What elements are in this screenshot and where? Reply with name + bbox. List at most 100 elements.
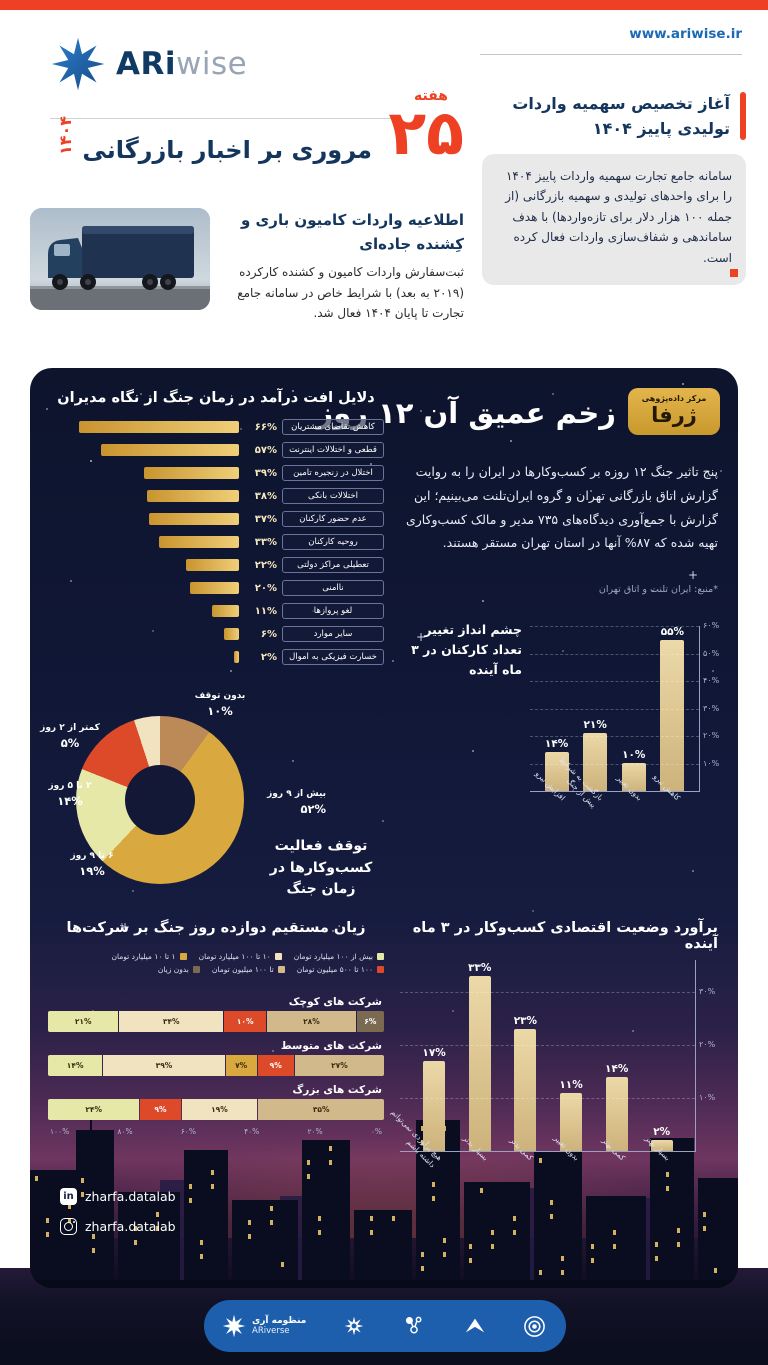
reason-bar bbox=[186, 559, 239, 571]
bar-column: ۲۳% کمی بدتر bbox=[509, 960, 537, 1162]
linkedin-icon: in bbox=[60, 1188, 77, 1205]
legend-label: تا ۱۰۰ میلیون تومان bbox=[211, 965, 274, 974]
legend-item: ۱۰۰ تا ۵۰۰ میلیون تومان bbox=[297, 965, 384, 974]
reason-row: سایر موارد ۶% bbox=[48, 626, 384, 642]
bar bbox=[605, 1077, 628, 1151]
linkedin-username: zharfa.datalab bbox=[85, 1189, 176, 1204]
donut-slice-label: بدون توقف ۱۰% bbox=[182, 690, 258, 720]
footer-logo-emblem-icon bbox=[462, 1313, 488, 1339]
reason-row: اختلال در زنجیره تامین ۳۹% bbox=[48, 465, 384, 481]
bar-value-label: ۱۷% bbox=[422, 1047, 446, 1059]
news-card-text: سامانه جامع تجارت سهمیه واردات پاییز ۱۴۰… bbox=[505, 168, 732, 266]
economic-chart-title: برآورد وضعیت اقتصادی کسب‌وکار در ۳ ماه آ… bbox=[412, 920, 718, 952]
x-axis-tick: ۰% bbox=[370, 1127, 382, 1136]
donut-slice-value: ۱۴% bbox=[57, 794, 83, 809]
website-link[interactable]: www.ariwise.ir bbox=[629, 26, 742, 42]
stacked-segment: ۲۸% bbox=[267, 1011, 356, 1032]
legend-item: بیش از ۱۰۰ میلیارد تومان bbox=[294, 952, 384, 961]
reason-label: خسارت فیزیکی به اموال bbox=[282, 649, 384, 665]
halt-donut bbox=[76, 716, 244, 884]
bar-column: ۱۰% بدون تغییر bbox=[615, 626, 646, 802]
company-group-label: شرکت های متوسط bbox=[280, 1040, 382, 1052]
bar bbox=[468, 976, 491, 1151]
bar bbox=[560, 1093, 583, 1151]
sparkle-icon: + bbox=[120, 920, 131, 934]
reason-row: ناامنی ۲۰% bbox=[48, 580, 384, 596]
reason-value: ۳۷% bbox=[254, 513, 277, 525]
stars-decoration bbox=[30, 368, 32, 370]
company-group: شرکت های بزرگ ۲۴% ۹% ۱۹% ۳۵% bbox=[48, 1084, 384, 1120]
reason-value: ۳۸% bbox=[254, 490, 277, 502]
bar-column: ۱۴% افزایش نیرو bbox=[533, 626, 569, 802]
reason-bar bbox=[190, 582, 239, 594]
stacked-segment: ۲۷% bbox=[294, 1055, 384, 1076]
stacked-segment: ۲۴% bbox=[48, 1099, 140, 1120]
brand-name: ARiwise bbox=[116, 46, 247, 82]
ariwise-starburst-icon bbox=[51, 37, 105, 91]
legend-item: تا ۱۰۰ میلیون تومان bbox=[212, 965, 285, 974]
economic-plot: ۲% بسیار بهتر ۱۴% کمی بهتر ۱۱% بدون تغیی… bbox=[389, 960, 715, 1170]
stacked-segment: ۹% bbox=[257, 1055, 294, 1076]
reason-value: ۳۹% bbox=[254, 467, 277, 479]
x-axis-tick: ۱۰۰% bbox=[50, 1127, 70, 1136]
gridline bbox=[530, 736, 699, 737]
gridline bbox=[530, 709, 699, 710]
bar-column: ۱۷% هیچ برآوردی نمی‌توانم داشته باشم bbox=[389, 960, 446, 1170]
workforce-plot: ۱۴% افزایش نیرو ۲۱% بازگشت به شرایط پیش … bbox=[530, 621, 719, 810]
bar-value-label: ۱۴% bbox=[544, 738, 569, 750]
bar bbox=[660, 640, 685, 791]
reason-label: روحیه کارکنان bbox=[282, 534, 384, 550]
gridline bbox=[530, 654, 699, 655]
legend-swatch bbox=[274, 953, 282, 960]
y-axis-tick: ۵۰% bbox=[703, 649, 720, 658]
donut-slice-name: ۲ تا ۵ روز bbox=[48, 781, 92, 791]
reason-bar bbox=[159, 536, 239, 548]
reason-row: قطعی و اختلالات اینترنت ۵۷% bbox=[48, 442, 384, 458]
legend-item: ۱ تا ۱۰ میلیارد تومان bbox=[112, 952, 187, 961]
instagram-icon bbox=[60, 1218, 77, 1235]
losses-legend: بیش از ۱۰۰ میلیارد تومان ۱۰ تا ۱۰۰ میلیا… bbox=[48, 952, 384, 974]
gridline bbox=[530, 681, 699, 682]
reason-label: اختلالات بانکی bbox=[282, 488, 384, 504]
news-card-accent-bar bbox=[740, 92, 746, 140]
ariverse-starburst-icon bbox=[222, 1314, 246, 1338]
bar bbox=[621, 763, 646, 791]
partner-logos-bar: منظومه آری ARiverse bbox=[204, 1300, 566, 1352]
y-axis-tick: ۱۰% bbox=[699, 1093, 716, 1102]
company-group-label: شرکت های کوچک bbox=[288, 996, 382, 1008]
stacked-bar: ۲۱% ۳۴% ۱۰% ۲۸% ۶% bbox=[48, 1011, 384, 1032]
bar bbox=[583, 733, 608, 791]
reason-label: کاهش تقاضای مشتریان bbox=[282, 419, 384, 435]
gridline bbox=[400, 992, 695, 993]
reason-bar bbox=[147, 490, 239, 502]
brand-logo: ARiwise bbox=[50, 36, 247, 92]
reasons-chart: دلایل افت درآمد در زمان جنگ از نگاه مدیر… bbox=[48, 390, 384, 665]
infographic-panel: + + + + مرکز داده‌پژوهی ژرفا زخم عمیق آن… bbox=[30, 368, 738, 1288]
donut-slice-label: ۲ تا ۵ روز ۱۴% bbox=[32, 780, 108, 810]
donut-slice-value: ۵۲% bbox=[300, 802, 326, 817]
losses-x-axis: ۰% ۲۰% ۴۰% ۶۰% ۸۰% ۱۰۰% bbox=[48, 1127, 384, 1136]
footer-logo-molecule-icon bbox=[401, 1313, 427, 1339]
reason-value: ۳۳% bbox=[254, 536, 277, 548]
linkedin-handle[interactable]: in zharfa.datalab bbox=[60, 1188, 176, 1205]
reason-row: تعطیلی مراکز دولتی ۲۲% bbox=[48, 557, 384, 573]
reason-label: تعطیلی مراکز دولتی bbox=[282, 557, 384, 573]
workforce-chart-title: چشم انداز تغییر تعداد کارکنان در ۳ ماه آ… bbox=[411, 622, 522, 677]
company-group: شرکت های کوچک ۲۱% ۳۴% ۱۰% ۲۸% ۶% bbox=[48, 996, 384, 1032]
instagram-handle[interactable]: zharfa.datalab bbox=[60, 1218, 176, 1235]
bar-column: ۲۱% بازگشت به شرایط پیش از جنگ bbox=[558, 626, 608, 810]
legend-swatch bbox=[179, 953, 187, 960]
gridline bbox=[530, 764, 699, 765]
reason-value: ۲۰% bbox=[254, 582, 277, 594]
masthead: هفته ۲۵ مروری بر اخبار بازرگانی ۱۴۰۴ bbox=[24, 86, 464, 204]
reason-row: لغو پروازها ۱۱% bbox=[48, 603, 384, 619]
reason-label: سایر موارد bbox=[282, 626, 384, 642]
legend-label: ۱۰۰ تا ۵۰۰ میلیون تومان bbox=[296, 965, 373, 974]
legend-swatch bbox=[377, 953, 384, 960]
bar bbox=[544, 752, 569, 791]
news-card-title: آغاز تخصیص سهمیه واردات تولیدی پاییز ۱۴۰… bbox=[512, 94, 730, 138]
y-axis-tick: ۳۰% bbox=[699, 987, 716, 996]
top-accent-bar bbox=[0, 0, 768, 10]
legend-label: بدون زیان bbox=[157, 965, 189, 974]
bar-value-label: ۵۵% bbox=[660, 626, 685, 638]
